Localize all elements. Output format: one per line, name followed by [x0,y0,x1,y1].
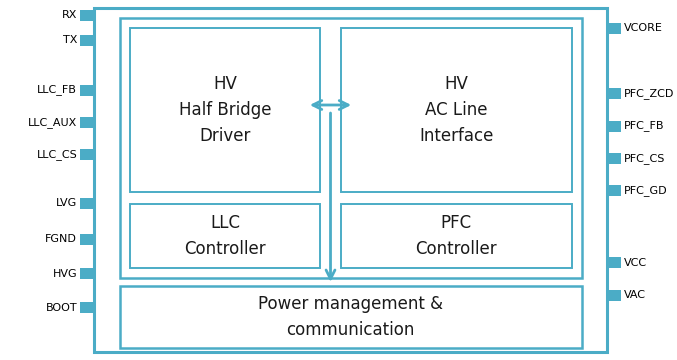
Bar [609,121,621,131]
Text: LLC_CS: LLC_CS [37,149,77,160]
Bar [80,10,93,21]
Bar [80,198,93,209]
Bar [341,28,571,192]
Text: PFC_ZCD: PFC_ZCD [624,88,675,99]
Bar [609,23,621,33]
Text: HVG: HVG [53,269,77,279]
Bar [130,204,320,268]
Bar [120,286,582,348]
Text: PFC_FB: PFC_FB [624,121,665,131]
Text: BOOT: BOOT [45,303,77,313]
Bar [80,268,93,279]
Text: PFC
Controller: PFC Controller [416,214,497,258]
Text: FGND: FGND [45,234,77,244]
Bar [80,149,93,160]
Bar [341,204,571,268]
Text: HV
Half Bridge
Driver: HV Half Bridge Driver [179,75,271,145]
Text: VCC: VCC [624,258,647,268]
Text: PFC_GD: PFC_GD [624,185,668,196]
Text: TX: TX [63,35,77,45]
Bar [609,88,621,99]
Bar [94,8,607,352]
Text: LLC
Controller: LLC Controller [184,214,266,258]
Bar [609,185,621,196]
Bar [609,257,621,268]
Text: LLC_AUX: LLC_AUX [28,117,77,128]
Bar [130,28,320,192]
Text: PFC_CS: PFC_CS [624,153,665,164]
Bar [80,302,93,313]
Text: RX: RX [62,10,77,20]
Bar [80,234,93,245]
Text: VAC: VAC [624,290,647,300]
Bar [80,117,93,128]
Text: VCORE: VCORE [624,23,663,33]
Bar [80,35,93,46]
Text: Power management &
communication: Power management & communication [258,295,443,339]
Bar [609,153,621,164]
Text: LLC_FB: LLC_FB [37,85,77,95]
Bar [80,85,93,95]
Text: HV
AC Line
Interface: HV AC Line Interface [419,75,494,145]
Text: LVG: LVG [56,198,77,208]
Bar [120,18,582,278]
Bar [609,290,621,301]
